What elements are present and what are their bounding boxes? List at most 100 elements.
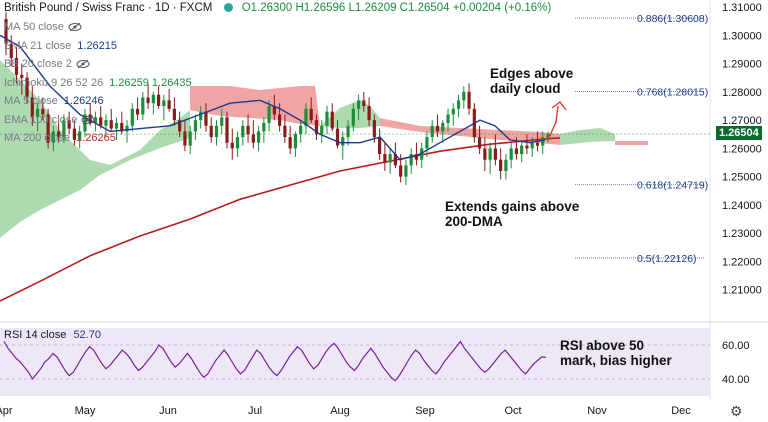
candle-body bbox=[520, 145, 524, 155]
chart-header: British Pound / Swiss Franc · 1D · FXCM … bbox=[4, 2, 551, 14]
x-tick-label: May bbox=[75, 405, 96, 417]
candle-body bbox=[383, 154, 387, 163]
candle-body bbox=[409, 154, 413, 166]
candle-body bbox=[157, 94, 161, 106]
cloud-bull-segment bbox=[320, 100, 380, 128]
fib-level-label: 0.886(1.30608) bbox=[637, 13, 708, 25]
candle-body bbox=[246, 125, 250, 135]
legend-label: BB 20 close 2 bbox=[4, 58, 72, 70]
candle-body bbox=[404, 165, 408, 177]
legend-row[interactable]: MA 50 close bbox=[4, 20, 82, 35]
candle-body bbox=[514, 148, 519, 155]
candle-body bbox=[46, 114, 50, 143]
candle-body bbox=[399, 165, 403, 177]
candle-body bbox=[72, 128, 77, 140]
candle-body bbox=[51, 131, 55, 143]
legend-row[interactable]: EMA 100 close bbox=[4, 113, 95, 128]
y-tick-label: 1.23000 bbox=[722, 228, 762, 240]
x-tick-label: Sep bbox=[415, 405, 435, 417]
candle-body bbox=[467, 91, 471, 109]
ichimoku-cloud bbox=[0, 60, 648, 238]
candle-body bbox=[188, 131, 192, 146]
candle-body bbox=[204, 111, 208, 126]
candle-body bbox=[435, 125, 440, 132]
cloud-bull-segment bbox=[560, 128, 615, 145]
legend-label: MA 5 close bbox=[4, 95, 58, 107]
legend-label: EMA 100 close bbox=[4, 113, 78, 126]
cloud-bull-segment bbox=[0, 60, 190, 238]
eye-slash-icon[interactable] bbox=[72, 58, 90, 70]
symbol-title[interactable]: British Pound / Swiss Franc · 1D · FXCM bbox=[4, 2, 213, 14]
x-tick-label: Jul bbox=[248, 405, 262, 417]
last-price-badge: 1.26504 bbox=[716, 126, 762, 141]
rsi-tick-label: 60.00 bbox=[722, 340, 750, 352]
candle-body bbox=[14, 57, 19, 75]
candle-body bbox=[9, 43, 13, 58]
y-tick-label: 1.29000 bbox=[722, 59, 762, 71]
eye-slash-icon[interactable] bbox=[77, 114, 95, 126]
candle-body bbox=[335, 128, 340, 146]
candle-body bbox=[488, 148, 492, 160]
candle-body bbox=[141, 97, 145, 115]
candle-body bbox=[430, 125, 434, 138]
candle-body bbox=[272, 106, 276, 115]
eye-slash-icon[interactable] bbox=[64, 21, 82, 33]
candle-body bbox=[341, 137, 345, 146]
candle-body bbox=[25, 77, 29, 98]
candle-body bbox=[441, 122, 445, 132]
rsi-tick-label: 40.00 bbox=[722, 374, 750, 386]
legend-value: 1.26265 bbox=[76, 132, 116, 144]
annotation-200dma: Extends gains above 200-DMA bbox=[445, 199, 580, 229]
candle-body bbox=[477, 137, 482, 149]
candle-body bbox=[78, 131, 82, 140]
candle-body bbox=[314, 120, 319, 135]
candle-body bbox=[120, 122, 124, 132]
legend-row[interactable]: EMA 21 close 1.26215 bbox=[4, 39, 117, 54]
x-tick-label: Dec bbox=[671, 405, 691, 417]
y-tick-label: 1.21000 bbox=[722, 285, 762, 297]
candle-body bbox=[446, 114, 450, 123]
candle-body bbox=[546, 134, 550, 140]
candle-body bbox=[456, 100, 461, 109]
candle-body bbox=[220, 117, 224, 126]
legend-row[interactable]: BB 20 close 2 bbox=[4, 57, 90, 72]
candle-body bbox=[41, 108, 45, 115]
rsi-legend-value: 52.70 bbox=[73, 329, 101, 341]
candle-body bbox=[214, 125, 219, 138]
candle-body bbox=[125, 125, 129, 132]
candle-body bbox=[388, 154, 392, 163]
market-status-icon bbox=[223, 3, 233, 13]
candle-body bbox=[372, 120, 376, 138]
legend-row[interactable]: MA 200 close 1.26265 bbox=[4, 131, 116, 146]
rsi-band bbox=[0, 328, 710, 396]
legend-row[interactable]: Ichimoku 9 26 52 26 1.26259 1.26435 bbox=[4, 76, 192, 91]
candle-body bbox=[278, 114, 282, 126]
fib-level-label: 0.618(1.24719) bbox=[637, 180, 708, 192]
candle-body bbox=[451, 108, 455, 115]
gear-icon[interactable]: ⚙ bbox=[730, 403, 743, 419]
candle-body bbox=[420, 148, 424, 160]
candle-body bbox=[378, 137, 382, 155]
candle-body bbox=[393, 154, 397, 166]
candle-body bbox=[178, 120, 182, 132]
candle-body bbox=[130, 108, 134, 126]
candle-body bbox=[309, 108, 313, 121]
candle-body bbox=[299, 125, 303, 135]
candle-body bbox=[235, 137, 240, 149]
candle-body bbox=[493, 148, 497, 160]
rsi-legend-label[interactable]: RSI 14 close bbox=[4, 329, 67, 341]
candle-body bbox=[462, 91, 466, 101]
rsi-legend: RSI 14 close 52.70 bbox=[4, 328, 101, 343]
fib-level-label: 0.768(1.28015) bbox=[637, 86, 708, 98]
candle-body bbox=[57, 131, 61, 138]
candle-body bbox=[199, 111, 203, 121]
candle-body bbox=[172, 108, 176, 121]
candle-body bbox=[541, 137, 545, 146]
legend-row[interactable]: MA 5 close 1.26246 bbox=[4, 94, 104, 109]
candle-body bbox=[114, 122, 119, 129]
candle-body bbox=[414, 154, 419, 160]
y-tick-label: 1.22000 bbox=[722, 256, 762, 268]
candle-body bbox=[288, 137, 292, 149]
candle-body bbox=[241, 125, 245, 138]
